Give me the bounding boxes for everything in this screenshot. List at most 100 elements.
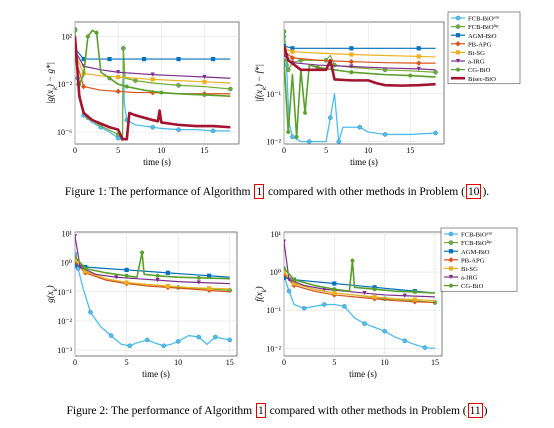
x-tick-label: 0 — [282, 146, 286, 155]
series-point-FCB-BiO^sm — [422, 345, 428, 350]
y-tick-label: 10⁻¹ — [57, 288, 72, 297]
legend-marker — [448, 266, 454, 271]
caption-1-suffix: ). — [482, 185, 490, 198]
legend-entry: PB-APG — [468, 41, 492, 48]
legend-entry: CG-BiO — [461, 283, 484, 290]
series-point-FCB-BiO^sm — [306, 139, 312, 144]
x-tick-label: 5 — [324, 146, 328, 155]
series-point-CG-BiO — [75, 254, 78, 259]
series-point-FCB-BiO^lip — [75, 26, 78, 32]
x-tick-label: 10 — [364, 146, 372, 155]
x-tick-label: 0 — [73, 146, 77, 155]
series-point-AGM-BiO — [416, 46, 421, 51]
series-point-a-IRG — [114, 275, 119, 280]
x-tick-label: 15 — [226, 358, 234, 367]
series-point-CG-BiO — [350, 258, 355, 263]
series-point-AGM-BiO — [176, 56, 181, 62]
series-point-CG-BiO — [124, 273, 129, 278]
legend-marker — [448, 240, 454, 245]
series-point-CG-BiO — [412, 289, 417, 295]
legend-marker — [455, 50, 461, 55]
legend-entry: PB-APG — [461, 257, 485, 264]
x-axis-label: time (s) — [349, 369, 377, 379]
series-point-a-IRG — [284, 239, 287, 244]
legend-marker — [455, 33, 461, 38]
series-line-AGM-BiO — [75, 264, 230, 278]
y-tick-label: 10⁻¹ — [266, 306, 281, 315]
series-point-FCB-BiO^lip — [285, 67, 291, 73]
series-point-PB-APG — [115, 88, 121, 95]
legend-marker — [448, 249, 454, 254]
series-point-a-IRG — [402, 293, 407, 298]
series-point-a-IRG — [362, 290, 367, 296]
y-tick-label: 10² — [62, 32, 73, 41]
x-tick-label: 5 — [116, 146, 120, 155]
series-point-AGM-BiO — [141, 56, 147, 62]
series-point-FCB-BiO^sm — [210, 128, 216, 134]
series-point-FCB-BiO^sm — [336, 139, 342, 144]
x-tick-label: 10 — [157, 146, 165, 155]
algorithm-ref-link[interactable]: 1 — [254, 184, 265, 199]
chart-fig2-left: 0 5 10 15 10¹ 10⁰ 10⁻¹ 10⁻² 10⁻³ time (s) g(xk) — [45, 229, 238, 379]
x-tick-label: 10 — [381, 358, 389, 367]
series-line-Bisec-BiO — [284, 45, 436, 87]
series-point-FCB-BiO^lip — [175, 285, 181, 290]
series-point-Bi-SG — [290, 49, 295, 54]
series-point-CG-BiO — [291, 277, 297, 282]
series-point-a-IRG — [155, 278, 160, 283]
series-point-CG-BiO — [94, 30, 99, 35]
series-point-Bi-SG — [412, 297, 417, 302]
x-tick-label: 15 — [431, 358, 439, 367]
series-point-AGM-BiO — [107, 56, 112, 62]
series-point-FCB-BiO^lip — [433, 69, 438, 75]
series-point-FCB-BiO^sm — [196, 334, 202, 340]
series-point-FCB-BiO^sm — [342, 304, 347, 309]
caption-2-middle: compared with other methods in Problem ( — [266, 404, 467, 417]
series-point-FCB-BiO^sm — [382, 132, 388, 137]
series-point-Bi-SG — [284, 269, 287, 275]
legend-marker — [455, 15, 461, 21]
problem-ref-link[interactable]: 11 — [467, 403, 483, 418]
series-point-AGM-BiO — [290, 46, 295, 51]
series-line-FCB-BiO^sm — [75, 253, 230, 347]
series-line-CG-BiO — [284, 60, 436, 138]
y-tick-label: 10⁻² — [57, 317, 72, 326]
legend-entry: FCB-BiOlip — [468, 23, 499, 32]
legend-entry: FCB-BiOsm — [461, 230, 492, 239]
series-point-a-IRG — [116, 70, 121, 75]
series-point-CG-BiO — [332, 287, 337, 292]
series-point-Bi-SG — [165, 283, 170, 289]
caption-2-prefix: Figure 2: The performance of Algorithm — [66, 404, 255, 417]
y-tick-label: 10⁰ — [61, 259, 72, 268]
algorithm-ref-link[interactable]: 1 — [255, 403, 266, 418]
series-point-Bi-SG — [207, 286, 212, 291]
series-point-AGM-BiO — [165, 270, 170, 275]
legend-marker — [448, 274, 454, 280]
series-line-PB-APG — [75, 260, 230, 293]
series-point-FCB-BiO^sm — [433, 130, 438, 136]
series-point-a-IRG — [416, 66, 421, 71]
series-point-CG-BiO — [294, 134, 299, 139]
legend-entry: AGM-BiO — [468, 33, 497, 40]
series-point-FCB-BiO^sm — [362, 321, 367, 326]
series-line-Bisec-BiO — [75, 36, 231, 141]
series-point-Bi-SG — [83, 269, 88, 274]
series-point-AGM-BiO — [211, 56, 216, 62]
legend-marker — [455, 58, 461, 64]
y-tick-label: 10⁻³ — [57, 346, 72, 355]
y-tick-label: 10⁻¹ — [266, 90, 281, 99]
series-point-FCB-BiO^lip — [284, 29, 287, 34]
series-point-a-IRG — [286, 277, 292, 282]
x-tick-label: 0 — [73, 358, 77, 367]
series-point-CG-BiO — [155, 273, 160, 278]
series-point-CG-BiO — [139, 250, 145, 255]
y-axis-label: g(xk) — [45, 285, 59, 302]
series-point-a-IRG — [284, 53, 287, 58]
series-point-FCB-BiO^sm — [213, 334, 218, 340]
series-point-Bi-SG — [372, 294, 377, 299]
series-point-FCB-BiO^lip — [176, 83, 181, 88]
series-point-CG-BiO — [284, 266, 287, 271]
series-point-FCB-BiO^sm — [227, 337, 233, 343]
problem-ref-link[interactable]: 10 — [465, 184, 482, 199]
series-point-FCB-BiO^sm — [88, 309, 93, 315]
